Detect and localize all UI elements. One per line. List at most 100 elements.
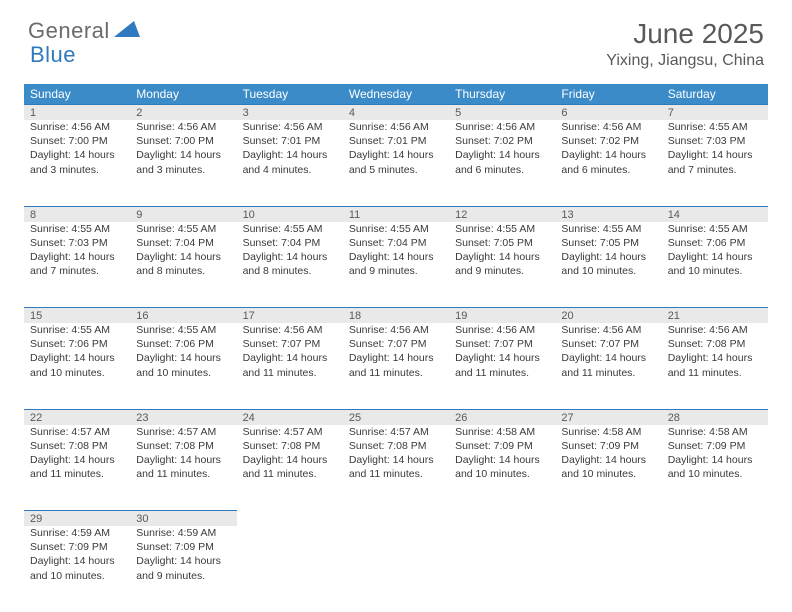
daylight-line: Daylight: 14 hours and 9 minutes. (136, 554, 230, 582)
sunrise-line: Sunrise: 4:58 AM (668, 425, 762, 439)
day-cell: Sunrise: 4:57 AMSunset: 7:08 PMDaylight:… (130, 425, 236, 511)
day-cell: Sunrise: 4:59 AMSunset: 7:09 PMDaylight:… (24, 526, 130, 612)
day-number: 27 (555, 409, 661, 425)
daylight-line: Daylight: 14 hours and 11 minutes. (243, 351, 337, 379)
day-number: 28 (662, 409, 768, 425)
sunset-line: Sunset: 7:01 PM (349, 134, 443, 148)
day-cell: Sunrise: 4:56 AMSunset: 7:07 PMDaylight:… (343, 323, 449, 409)
sunrise-line: Sunrise: 4:55 AM (349, 222, 443, 236)
sunrise-line: Sunrise: 4:57 AM (349, 425, 443, 439)
sunset-line: Sunset: 7:02 PM (455, 134, 549, 148)
sunset-line: Sunset: 7:09 PM (455, 439, 549, 453)
daylight-line: Daylight: 14 hours and 10 minutes. (455, 453, 549, 481)
sunset-line: Sunset: 7:09 PM (136, 540, 230, 554)
daynum-row: 1234567 (24, 105, 768, 121)
day-number: 19 (449, 308, 555, 324)
weekday-header: Wednesday (343, 84, 449, 105)
sunrise-line: Sunrise: 4:55 AM (668, 222, 762, 236)
day-number: 7 (662, 105, 768, 121)
location: Yixing, Jiangsu, China (606, 52, 764, 70)
sunset-line: Sunset: 7:06 PM (668, 236, 762, 250)
sunrise-line: Sunrise: 4:55 AM (561, 222, 655, 236)
sunrise-line: Sunrise: 4:55 AM (136, 323, 230, 337)
title-block: June 2025 Yixing, Jiangsu, China (606, 18, 764, 70)
daylight-line: Daylight: 14 hours and 6 minutes. (455, 148, 549, 176)
daylight-line: Daylight: 14 hours and 10 minutes. (30, 351, 124, 379)
empty-cell (555, 511, 661, 527)
sunrise-line: Sunrise: 4:59 AM (136, 526, 230, 540)
day-cell: Sunrise: 4:58 AMSunset: 7:09 PMDaylight:… (555, 425, 661, 511)
daylight-line: Daylight: 14 hours and 3 minutes. (30, 148, 124, 176)
sunset-line: Sunset: 7:06 PM (136, 337, 230, 351)
day-cell: Sunrise: 4:55 AMSunset: 7:04 PMDaylight:… (237, 222, 343, 308)
content-row: Sunrise: 4:55 AMSunset: 7:06 PMDaylight:… (24, 323, 768, 409)
day-cell: Sunrise: 4:59 AMSunset: 7:09 PMDaylight:… (130, 526, 236, 612)
sunrise-line: Sunrise: 4:56 AM (668, 323, 762, 337)
calendar-table: SundayMondayTuesdayWednesdayThursdayFrid… (24, 84, 768, 612)
weekday-header: Monday (130, 84, 236, 105)
day-cell: Sunrise: 4:55 AMSunset: 7:03 PMDaylight:… (662, 120, 768, 206)
daylight-line: Daylight: 14 hours and 11 minutes. (30, 453, 124, 481)
daylight-line: Daylight: 14 hours and 11 minutes. (349, 351, 443, 379)
day-cell: Sunrise: 4:55 AMSunset: 7:04 PMDaylight:… (130, 222, 236, 308)
sunset-line: Sunset: 7:07 PM (349, 337, 443, 351)
sunset-line: Sunset: 7:01 PM (243, 134, 337, 148)
day-number: 4 (343, 105, 449, 121)
daylight-line: Daylight: 14 hours and 10 minutes. (668, 453, 762, 481)
day-cell: Sunrise: 4:56 AMSunset: 7:02 PMDaylight:… (449, 120, 555, 206)
daylight-line: Daylight: 14 hours and 8 minutes. (136, 250, 230, 278)
empty-cell (449, 526, 555, 612)
sunset-line: Sunset: 7:07 PM (243, 337, 337, 351)
day-cell: Sunrise: 4:56 AMSunset: 7:07 PMDaylight:… (237, 323, 343, 409)
sunrise-line: Sunrise: 4:56 AM (136, 120, 230, 134)
day-cell: Sunrise: 4:57 AMSunset: 7:08 PMDaylight:… (343, 425, 449, 511)
logo-text-blue: Blue (30, 42, 76, 67)
sunset-line: Sunset: 7:05 PM (455, 236, 549, 250)
daylight-line: Daylight: 14 hours and 10 minutes. (561, 250, 655, 278)
sunrise-line: Sunrise: 4:55 AM (455, 222, 549, 236)
day-number: 10 (237, 206, 343, 222)
day-number: 9 (130, 206, 236, 222)
day-cell: Sunrise: 4:55 AMSunset: 7:05 PMDaylight:… (555, 222, 661, 308)
empty-cell (662, 526, 768, 612)
header: General June 2025 Yixing, Jiangsu, China (0, 0, 792, 74)
sunrise-line: Sunrise: 4:55 AM (30, 323, 124, 337)
daylight-line: Daylight: 14 hours and 7 minutes. (30, 250, 124, 278)
sunset-line: Sunset: 7:06 PM (30, 337, 124, 351)
empty-cell (343, 526, 449, 612)
calendar-head: SundayMondayTuesdayWednesdayThursdayFrid… (24, 84, 768, 105)
daylight-line: Daylight: 14 hours and 3 minutes. (136, 148, 230, 176)
sunrise-line: Sunrise: 4:56 AM (561, 120, 655, 134)
sunset-line: Sunset: 7:00 PM (30, 134, 124, 148)
sunset-line: Sunset: 7:09 PM (30, 540, 124, 554)
sunset-line: Sunset: 7:09 PM (561, 439, 655, 453)
sunset-line: Sunset: 7:07 PM (455, 337, 549, 351)
day-cell: Sunrise: 4:56 AMSunset: 7:01 PMDaylight:… (237, 120, 343, 206)
daylight-line: Daylight: 14 hours and 7 minutes. (668, 148, 762, 176)
daynum-row: 22232425262728 (24, 409, 768, 425)
content-row: Sunrise: 4:59 AMSunset: 7:09 PMDaylight:… (24, 526, 768, 612)
weekday-header: Thursday (449, 84, 555, 105)
daylight-line: Daylight: 14 hours and 11 minutes. (561, 351, 655, 379)
sunrise-line: Sunrise: 4:56 AM (243, 323, 337, 337)
daylight-line: Daylight: 14 hours and 10 minutes. (30, 554, 124, 582)
daylight-line: Daylight: 14 hours and 10 minutes. (136, 351, 230, 379)
day-cell: Sunrise: 4:56 AMSunset: 7:08 PMDaylight:… (662, 323, 768, 409)
empty-cell (343, 511, 449, 527)
day-cell: Sunrise: 4:57 AMSunset: 7:08 PMDaylight:… (24, 425, 130, 511)
sunrise-line: Sunrise: 4:57 AM (136, 425, 230, 439)
day-cell: Sunrise: 4:55 AMSunset: 7:06 PMDaylight:… (24, 323, 130, 409)
day-number: 1 (24, 105, 130, 121)
day-cell: Sunrise: 4:58 AMSunset: 7:09 PMDaylight:… (449, 425, 555, 511)
day-cell: Sunrise: 4:56 AMSunset: 7:01 PMDaylight:… (343, 120, 449, 206)
empty-cell (662, 511, 768, 527)
sunrise-line: Sunrise: 4:55 AM (243, 222, 337, 236)
day-number: 11 (343, 206, 449, 222)
sunset-line: Sunset: 7:05 PM (561, 236, 655, 250)
day-number: 29 (24, 511, 130, 527)
daylight-line: Daylight: 14 hours and 11 minutes. (668, 351, 762, 379)
day-number: 20 (555, 308, 661, 324)
day-cell: Sunrise: 4:55 AMSunset: 7:06 PMDaylight:… (662, 222, 768, 308)
daylight-line: Daylight: 14 hours and 6 minutes. (561, 148, 655, 176)
daylight-line: Daylight: 14 hours and 11 minutes. (136, 453, 230, 481)
